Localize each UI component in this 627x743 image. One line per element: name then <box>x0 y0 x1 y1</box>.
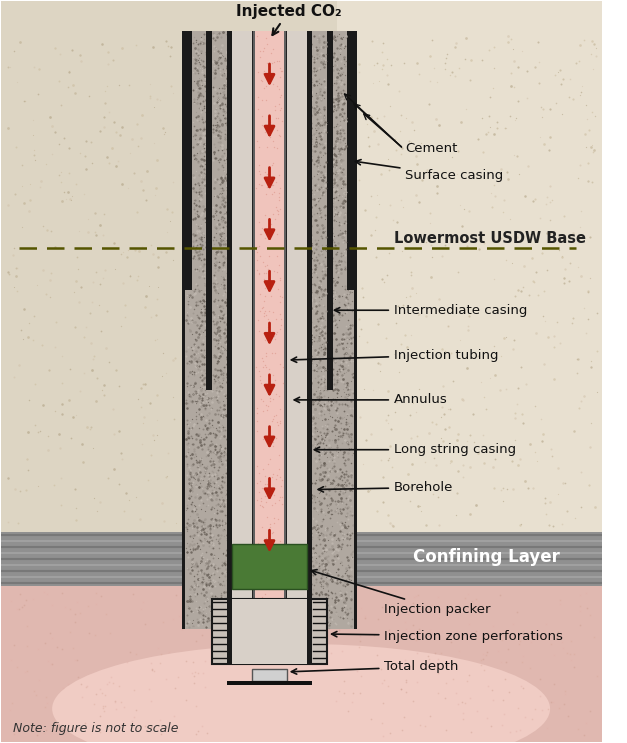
Polygon shape <box>337 1 602 533</box>
Bar <box>228 599 312 664</box>
Text: Long string casing: Long string casing <box>314 444 516 456</box>
Bar <box>228 31 232 629</box>
Bar <box>182 31 185 629</box>
Text: Injection tubing: Injection tubing <box>292 348 498 363</box>
Bar <box>192 31 211 291</box>
Bar <box>328 31 347 291</box>
Bar <box>212 599 327 664</box>
Bar <box>232 545 307 589</box>
Bar <box>354 31 357 629</box>
Bar <box>284 31 287 629</box>
Bar <box>313 31 327 390</box>
Text: Note: figure is not to scale: Note: figure is not to scale <box>13 722 178 735</box>
Bar <box>228 599 232 664</box>
Text: Confining Layer: Confining Layer <box>413 548 560 566</box>
Bar <box>232 31 307 629</box>
Text: Lowermost USDW Base: Lowermost USDW Base <box>394 231 586 246</box>
Bar <box>347 31 354 291</box>
Bar <box>252 669 287 681</box>
Ellipse shape <box>52 644 550 743</box>
Bar <box>252 31 255 629</box>
Text: Annulus: Annulus <box>294 393 448 406</box>
Text: Cement: Cement <box>406 143 458 155</box>
Text: Injection zone perforations: Injection zone perforations <box>332 629 563 643</box>
Text: Injected CO₂: Injected CO₂ <box>236 4 342 35</box>
Text: Total depth: Total depth <box>292 661 459 674</box>
Bar <box>1 533 602 586</box>
Bar <box>228 681 312 685</box>
Bar <box>307 31 312 629</box>
Text: Injection packer: Injection packer <box>311 570 491 616</box>
Bar <box>255 31 284 629</box>
Bar <box>206 31 212 390</box>
Text: Borehole: Borehole <box>318 481 453 494</box>
Bar <box>212 31 226 390</box>
Text: Intermediate casing: Intermediate casing <box>334 304 527 317</box>
Bar <box>1 1 602 533</box>
Bar <box>252 31 253 629</box>
Bar <box>185 31 192 291</box>
Bar <box>307 599 312 664</box>
Bar <box>286 31 287 629</box>
Text: Surface casing: Surface casing <box>356 160 503 182</box>
Bar <box>185 31 354 629</box>
Bar <box>1 586 602 742</box>
Bar <box>327 31 333 390</box>
